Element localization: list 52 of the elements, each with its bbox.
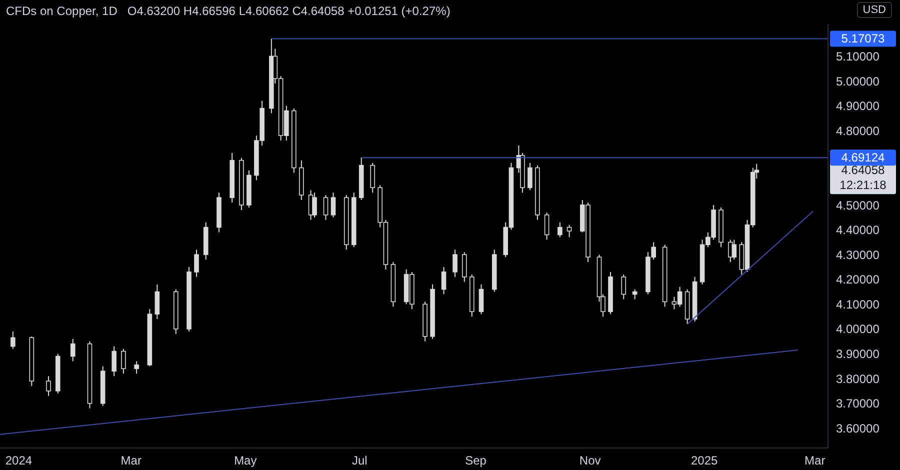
- candlestick: [558, 222, 562, 238]
- y-tick-label: 4.00000: [836, 322, 880, 336]
- y-tick-label: 4.80000: [836, 124, 880, 138]
- candlestick: [462, 252, 467, 282]
- candlestick: [544, 212, 550, 240]
- candlestick: [134, 360, 139, 374]
- candlestick: [46, 376, 51, 396]
- candlestick: [566, 224, 572, 238]
- candlestick: [632, 288, 638, 300]
- y-tick-label: 4.90000: [836, 99, 880, 114]
- candlestick: [112, 346, 116, 377]
- x-tick-label: Mar: [804, 454, 826, 468]
- x-tick-label: 2024: [5, 454, 32, 468]
- y-tick-label: 4.10000: [836, 297, 880, 312]
- y-tick-label: 5.10000: [836, 49, 880, 64]
- candlestick: [70, 338, 76, 362]
- x-tick-label: May: [234, 454, 257, 468]
- y-axis-title: USD: [856, 2, 892, 18]
- candlestick: [452, 249, 458, 278]
- chart-title: CFDs on Copper, 1D: [6, 4, 118, 18]
- y-tick-label: 3.80000: [836, 372, 880, 386]
- y-tick-label: 4.50000: [836, 198, 880, 212]
- y-tick-label: 3.90000: [836, 347, 880, 362]
- candlestick: [370, 162, 375, 194]
- candlestick: [194, 249, 199, 278]
- data-label: 5.17073: [841, 32, 886, 46]
- candlestick: [528, 162, 532, 191]
- candlestick: [312, 192, 317, 218]
- candlestick: [121, 348, 126, 374]
- data-label: 4.69124: [841, 150, 886, 165]
- candlestick: [330, 192, 336, 218]
- y-tick-label: 3.60000: [836, 421, 880, 436]
- candlestick: [10, 330, 16, 350]
- x-tick-label: Nov: [579, 454, 601, 468]
- text: 4.64058: [841, 163, 886, 178]
- candlestick: [323, 194, 328, 220]
- y-tick-label: 3.70000: [836, 396, 880, 411]
- y-tick-label: 5.00000: [836, 74, 880, 88]
- text: 12:21:18: [840, 178, 887, 192]
- candlestick: [621, 274, 626, 300]
- y-tick-label: 4.30000: [836, 248, 880, 262]
- x-tick-label: Mar: [120, 454, 142, 468]
- x-tick-label: Sep: [465, 454, 487, 468]
- y-tick-label: 4.20000: [836, 272, 880, 287]
- candlestick: [478, 284, 484, 315]
- y-tick-label: 4.40000: [836, 223, 880, 238]
- x-tick-label: Jul: [352, 454, 368, 468]
- candlestick: [441, 266, 446, 295]
- candlestick: [154, 284, 160, 320]
- x-tick-label: 2025: [691, 454, 718, 468]
- candlestick: [732, 239, 737, 260]
- text: O4.63200 H4.66596 L4.60662 C4.64058 +0.01251 (+0.27%): [127, 4, 450, 18]
